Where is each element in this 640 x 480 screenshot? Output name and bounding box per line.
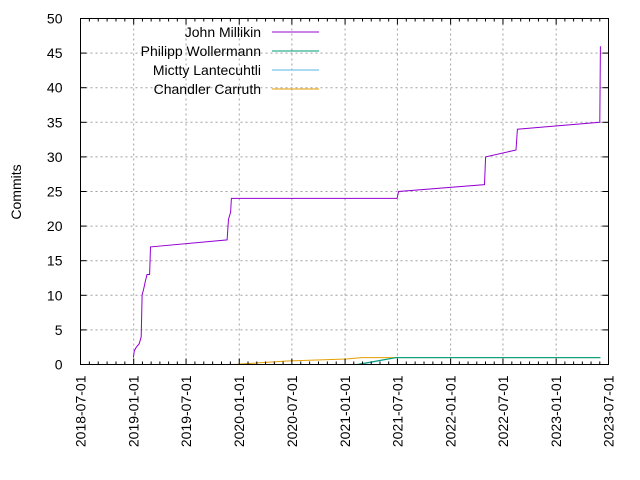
legend-label: Chandler Carruth: [154, 81, 261, 97]
y-tick-label: 30: [47, 149, 63, 165]
x-tick-label: 2021-01-01: [337, 375, 353, 447]
x-tick-label: 2018-07-01: [73, 375, 89, 447]
y-tick-label: 40: [47, 80, 63, 96]
y-tick-label: 15: [47, 253, 63, 269]
y-axis-title: Commits: [8, 164, 24, 219]
x-tick-label: 2020-01-01: [231, 375, 247, 447]
x-tick-label: 2022-01-01: [443, 375, 459, 447]
x-tick-label: 2021-07-01: [389, 375, 405, 447]
x-tick-label: 2023-01-01: [548, 375, 564, 447]
series-line-3: [232, 357, 601, 365]
x-tick-label: 2019-01-01: [126, 375, 142, 447]
legend: John Millikin Philipp Wollermann Mictty La…: [141, 24, 319, 97]
legend-label: Mictty Lantecuhtli: [153, 62, 261, 78]
y-tick-label: 25: [47, 184, 63, 200]
y-tick-label: 5: [55, 322, 63, 338]
y-tick-label: 35: [47, 114, 63, 130]
y-tick-label: 50: [47, 11, 63, 27]
y-tick-label: 20: [47, 218, 63, 234]
y-tick-label: 10: [47, 287, 63, 303]
grid-layer: [80, 18, 609, 365]
y-tick-label: 0: [55, 357, 63, 373]
legend-label: Philipp Wollermann: [141, 43, 261, 59]
x-tick-label: 2022-07-01: [495, 375, 511, 447]
y-tick-label: 45: [47, 45, 63, 61]
series-layer: [132, 46, 601, 365]
x-tick-label: 2020-07-01: [284, 375, 300, 447]
x-tick-label: 2023-07-01: [601, 375, 617, 447]
series-line-0: [132, 46, 601, 358]
ticks-layer: 0 5 10 15 20 25 30 35 40 45 50 2018-07-01 2019-01-01…: [47, 11, 617, 448]
series-line-2: [359, 357, 601, 365]
x-tick-label: 2019-07-01: [178, 375, 194, 447]
series-line-1: [356, 357, 601, 365]
legend-label: John Millikin: [185, 24, 261, 40]
